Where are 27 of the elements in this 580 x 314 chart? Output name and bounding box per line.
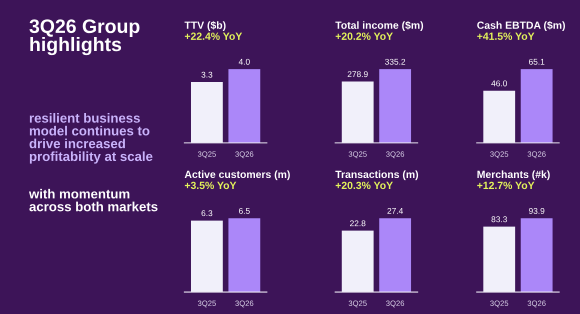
chart-subtitle: +20.2% YoY (336, 32, 393, 40)
chart-title: Transactions (m) (335, 170, 418, 180)
chart-title: Cash EBTDA ($m) (477, 21, 565, 31)
data-label: 93.9 (528, 208, 544, 214)
data-label: 335.2 (385, 58, 406, 65)
data-label: 27.4 (387, 208, 404, 214)
data-label: 65.1 (528, 58, 544, 65)
data-label: 83.3 (491, 216, 507, 222)
data-label: 4.0 (238, 58, 250, 65)
data-label: 6.5 (238, 208, 250, 214)
chart-subtitle: +41.5% YoY (477, 32, 534, 40)
chart-title: Active customers (m) (184, 170, 290, 180)
chart-subtitle: +20.3% YoY (336, 182, 393, 190)
data-label: 22.8 (350, 220, 366, 226)
data-label: 46.0 (491, 80, 508, 86)
data-label: 3.3 (201, 72, 212, 78)
chart-subtitle: +12.7% YoY (477, 182, 534, 190)
text: 3Q26 Group highlights (29, 19, 140, 56)
chart-subtitle: +22.4% YoY (184, 32, 242, 40)
data-label: 6.3 (202, 210, 212, 216)
chart-title: Merchants (#k) (477, 170, 550, 180)
chart-subtitle: +3.5% YoY (184, 182, 236, 190)
text: resilient business model continues to drive increased profitability at scale (30, 113, 152, 164)
chart-title: TTV ($b) (184, 21, 226, 31)
text: with momentum across both markets (28, 188, 158, 212)
chart-title: Total income ($m) (335, 21, 424, 31)
data-label: 278.9 (348, 71, 368, 78)
